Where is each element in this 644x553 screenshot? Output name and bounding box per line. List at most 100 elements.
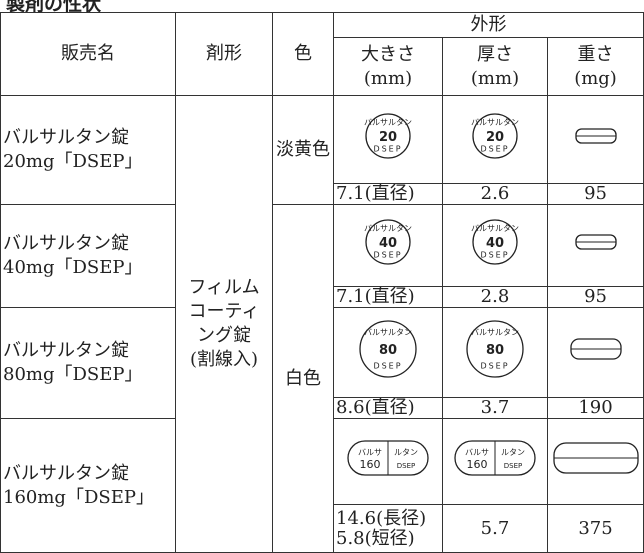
imprint: 40 — [379, 236, 397, 251]
image-cell: バルサルタン 40 DSEP — [333, 204, 443, 287]
thickness-cell: 5.7 — [442, 504, 548, 553]
image-cell: バルサルタン 40 DSEP — [442, 204, 548, 287]
imprint: DSEP — [480, 250, 509, 259]
header-cell: 外形 — [332, 12, 644, 38]
tablet-outline — [472, 113, 518, 159]
tablet-side — [552, 442, 639, 474]
color-cell: 淡黄色 — [272, 95, 334, 205]
imprint: DSEP — [480, 362, 509, 371]
tablet-front: バルサルタン 80 DSEP — [359, 320, 417, 378]
image-cell: バルサルタン 80 DSEP — [442, 307, 548, 398]
imprint: バルサルタン — [364, 224, 412, 233]
tablet-outline — [365, 219, 411, 265]
imprint: 80 — [379, 343, 397, 358]
imprint: バルサルタン — [471, 224, 519, 233]
weight-cell: 190 — [546, 397, 644, 419]
header-cell: 剤形 — [175, 12, 273, 96]
image-cell: バルサルタン 20 DSEP — [333, 95, 443, 184]
imprint: DSEP — [504, 462, 522, 470]
value-row: 7.1(直径) 2.8 95 — [1, 286, 644, 308]
tablet-front: バルサルタン 80 DSEP — [466, 320, 524, 378]
unit: (mm) — [363, 67, 413, 89]
thickness-cell: 2.8 — [442, 286, 548, 308]
name-cell: バルサルタン錠 160mg「DSEP」 — [0, 418, 176, 553]
form-line: コーティ — [188, 301, 260, 322]
value-row: 8.6(直径) 3.7 190 — [1, 397, 644, 419]
imprint: 160 — [467, 458, 488, 471]
size-cell: 14.6(長径) 5.8(短径) — [333, 504, 443, 553]
name-line: 40mg「DSEP」 — [3, 257, 143, 278]
size-line: 14.6(長径) — [336, 507, 427, 529]
image-cell — [546, 307, 644, 398]
thickness-cell: 3.7 — [442, 397, 548, 419]
image-row: バルサルタン錠 40mg「DSEP」 白色 バルサルタン 40 DSEP バルサルタン 40 D… — [0, 204, 644, 553]
form-cell: フィルム コーティ ング錠 (割線入) — [175, 95, 273, 553]
weight-cell: 375 — [546, 504, 644, 553]
size-line: 8.6(直径) — [336, 397, 415, 418]
name-cell: バルサルタン錠 40mg「DSEP」 — [0, 204, 176, 308]
image-cell — [546, 204, 644, 287]
color-cell: 白色 — [272, 204, 334, 553]
tablet-outline — [359, 320, 417, 378]
form-line: フィルム — [188, 277, 260, 298]
unit: (mm) — [470, 67, 520, 89]
unit: (mg) — [574, 67, 617, 89]
imprint: 160 — [360, 458, 381, 471]
heading: 製剤の性状 — [6, 0, 102, 15]
header-cell: 大きさ (mm) — [333, 37, 443, 96]
image-row: バルサルタン錠 160mg「DSEP」 バルサ 160 ルタン DSEP バルサ 160 ルタン… — [0, 418, 644, 553]
image-cell: バルサルタン 80 DSEP — [333, 307, 443, 398]
imprint: DSEP — [397, 462, 415, 470]
imprint: DSEP — [373, 362, 402, 371]
image-cell — [546, 418, 644, 505]
size-cell: 7.1(直径) — [333, 183, 443, 205]
size-line: 7.1(直径) — [336, 183, 415, 204]
header-cell: 色 — [272, 12, 334, 96]
header-cell: 厚さ (mm) — [442, 37, 548, 96]
imprint: 40 — [486, 236, 504, 251]
name-cell: バルサルタン錠 80mg「DSEP」 — [0, 307, 176, 419]
tablet-outline — [472, 219, 518, 265]
name-line: 20mg「DSEP」 — [3, 151, 143, 172]
label: 大きさ — [361, 43, 415, 65]
imprint: バルサルタン — [471, 118, 519, 127]
name-line: バルサルタン錠 — [3, 233, 129, 254]
label: 重さ — [577, 43, 614, 65]
thickness-cell: 2.6 — [442, 183, 548, 205]
size-cell: 8.6(直径) — [333, 397, 443, 419]
header-cell: 重さ (mg) — [546, 37, 644, 96]
name-line: バルサルタン錠 — [3, 462, 129, 484]
weight-cell: 95 — [546, 183, 644, 205]
imprint: バルサルタン — [364, 328, 412, 337]
image-row: バルサルタン錠 80mg「DSEP」 バルサルタン 80 DSEP バルサルタン 80 DSE… — [0, 307, 644, 419]
name-line: バルサルタン錠 — [3, 340, 129, 361]
size-line: 7.1(直径) — [336, 286, 415, 307]
image-cell — [546, 95, 644, 184]
imprint: ルタン — [501, 448, 525, 457]
name-line: 160mg「DSEP」 — [3, 486, 154, 508]
spec-table: 販売名 剤形 色 外形 大きさ (mm) 厚さ (mm) 重さ (mg) バルサルタン… — [0, 12, 644, 553]
tablet-side — [569, 338, 622, 360]
imprint: 20 — [379, 130, 397, 145]
image-cell: バルサ 160 ルタン DSEP — [442, 418, 548, 505]
size-cell: 7.1(直径) — [333, 286, 443, 308]
label: 厚さ — [477, 43, 513, 65]
weight-cell: 95 — [546, 286, 644, 308]
form-line: ング錠 — [197, 325, 251, 346]
tablet-side — [574, 234, 617, 250]
name-line: バルサルタン錠 — [3, 127, 129, 148]
name-line: 80mg「DSEP」 — [3, 364, 143, 385]
tablet-outline — [365, 113, 411, 159]
imprint: バルサルタン — [471, 328, 519, 337]
imprint: DSEP — [480, 144, 509, 153]
size-line: 5.8(短径) — [336, 527, 415, 549]
imprint: DSEP — [373, 250, 402, 259]
header-cell: 販売名 — [0, 12, 176, 96]
imprint: 20 — [486, 130, 504, 145]
